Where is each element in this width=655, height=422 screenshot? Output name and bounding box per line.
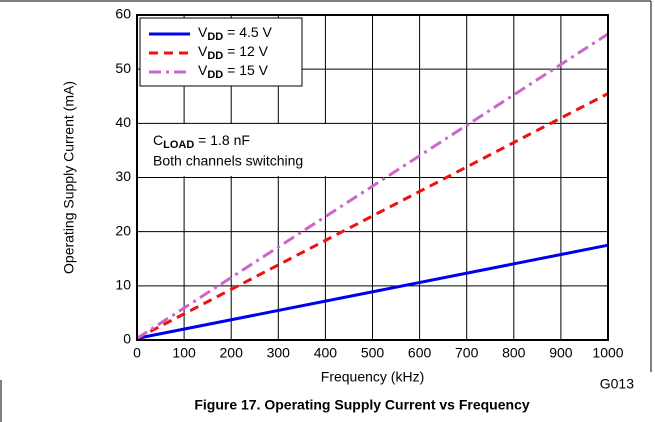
series-line: [136, 92, 609, 340]
x-tick-label: 100: [172, 345, 196, 361]
y-tick-label: 40: [115, 114, 131, 130]
x-tick-label: 600: [408, 345, 432, 361]
plot-frame: [136, 14, 609, 341]
y-tick-label: 0: [123, 331, 131, 347]
x-tick-label: 300: [267, 345, 291, 361]
y-axis-label: Operating Supply Current (mA): [61, 81, 77, 274]
x-tick-label: 400: [314, 345, 338, 361]
annotation-box: [140, 124, 355, 176]
legend-label: VDD = 15 V: [198, 62, 269, 81]
series-line: [136, 243, 609, 340]
x-tick-label: 900: [549, 345, 573, 361]
x-tick-label: 0: [133, 345, 141, 361]
legend-label: VDD = 4.5 V: [198, 24, 273, 43]
figure-code: G013: [600, 376, 634, 392]
series-line: [136, 32, 609, 340]
annotation: CLOAD = 1.8 nF Both channels switching: [140, 124, 355, 176]
x-tick-label: 200: [220, 345, 244, 361]
annotation: Both channels switching: [153, 153, 303, 169]
y-tick-label: 50: [115, 60, 131, 76]
y-tick-label: 20: [115, 222, 131, 238]
y-tick-label: 60: [115, 6, 131, 22]
x-tick-label: 1000: [592, 345, 623, 361]
x-tick-label: 500: [361, 345, 385, 361]
x-tick-label: 700: [455, 345, 479, 361]
y-tick-label: 30: [115, 168, 131, 184]
annotation: CLOAD = 1.8 nF: [153, 132, 250, 151]
x-axis-label: Frequency (kHz): [321, 369, 424, 385]
y-tick-label: 10: [115, 277, 131, 293]
caption: Figure 17. Operating Supply Current vs F…: [194, 397, 530, 413]
lines: [136, 32, 609, 340]
legend-label: VDD = 12 V: [198, 43, 269, 62]
x-tick-label: 800: [502, 345, 526, 361]
